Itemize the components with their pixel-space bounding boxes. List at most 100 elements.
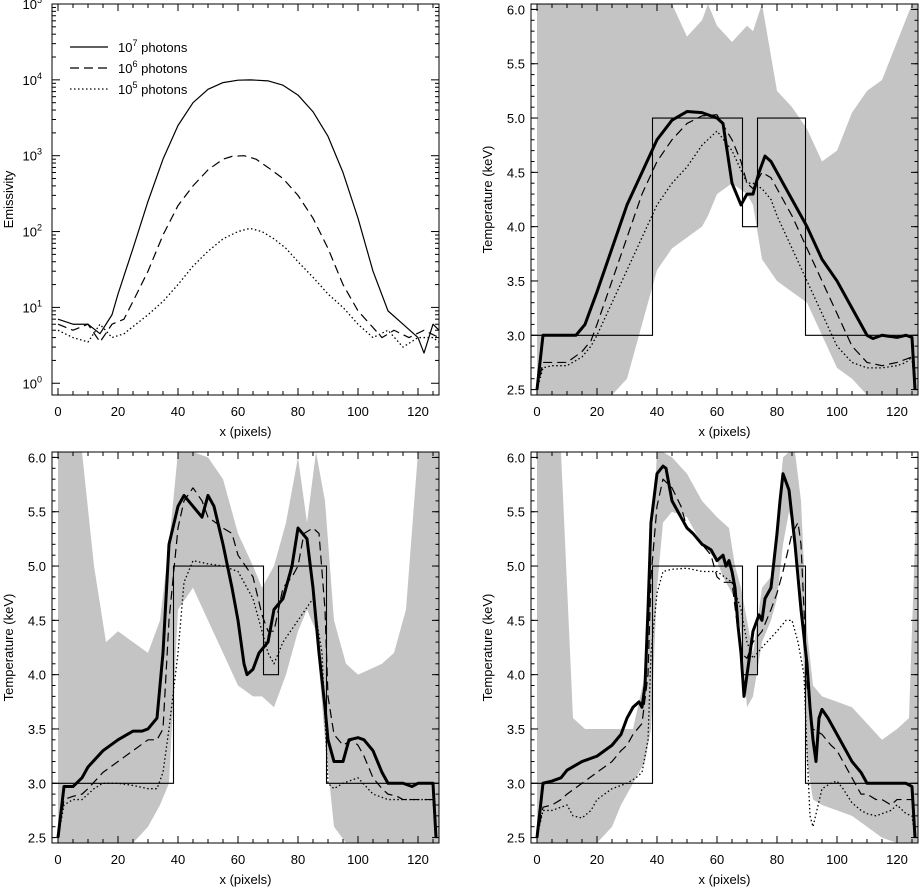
axes-frame <box>51 451 440 844</box>
y-tick-label: 2.5 <box>507 831 525 846</box>
x-axis-label: x (pixels) <box>698 424 750 439</box>
true-temperature-profile <box>52 565 439 784</box>
x-tick-label: 0 <box>54 404 61 419</box>
tick-exponent: 2 <box>37 223 42 233</box>
y-tick-label: 105 <box>23 0 42 12</box>
series-line-1 <box>57 79 439 354</box>
y-tick-label: 6.0 <box>507 450 525 465</box>
y-tick-label: 5.5 <box>507 505 525 520</box>
y-tick-label: 4.0 <box>28 668 46 683</box>
legend-text: photons <box>137 40 187 55</box>
y-tick-label: 5.0 <box>28 559 46 574</box>
legend-exponent: 5 <box>132 80 137 90</box>
panel-4: 0 20 40 60 80 100 120 2.5 3.0 3.5 4.0 4.5 5.0 5.5 6.0 x… <box>480 450 919 887</box>
y-tick-label: 102 <box>23 223 42 240</box>
legend-label: 105 photons <box>118 80 188 97</box>
y-tick-label: 3.5 <box>507 722 525 737</box>
x-tick-label: 60 <box>710 404 724 419</box>
x-tick-label: 40 <box>171 404 185 419</box>
x-tick-label: 80 <box>770 404 784 419</box>
x-tick-label: 20 <box>590 404 604 419</box>
y-tick-label: 100 <box>23 374 42 391</box>
axes-frame <box>51 3 440 396</box>
legend-label: 107 photons <box>118 38 188 55</box>
x-tick-label: 60 <box>710 852 724 867</box>
tick-exponent: 0 <box>37 374 42 384</box>
x-tick-label: 60 <box>231 852 245 867</box>
x-tick-label: 120 <box>886 404 908 419</box>
x-tick-label: 100 <box>826 404 848 419</box>
y-tick-label: 101 <box>23 298 42 315</box>
y-tick-label: 5.5 <box>507 57 525 72</box>
axes-frame <box>530 451 919 844</box>
y-tick-label: 3.0 <box>507 776 525 791</box>
x-tick-label: 20 <box>111 852 125 867</box>
x-tick-label: 20 <box>590 852 604 867</box>
legend-base: 10 <box>118 82 132 97</box>
series-line-1 <box>56 493 438 838</box>
x-tick-label: 0 <box>533 852 540 867</box>
legend-base: 10 <box>118 40 132 55</box>
axes-frame <box>530 3 919 396</box>
y-tick-label: 5.0 <box>507 111 525 126</box>
plot-area <box>52 452 439 843</box>
y-tick-label: 4.5 <box>507 165 525 180</box>
series-line-2 <box>536 478 916 838</box>
x-tick-label: 80 <box>291 404 305 419</box>
series-line-3 <box>536 130 916 390</box>
tick-base: 10 <box>23 376 37 391</box>
legend-text: photons <box>137 82 187 97</box>
y-tick-label: 4.5 <box>28 613 46 628</box>
plot-area <box>57 79 439 354</box>
series-line-3 <box>57 227 439 348</box>
uncertainty-band <box>537 452 918 843</box>
y-tick-label: 6.0 <box>28 450 46 465</box>
y-tick-label: 103 <box>23 147 42 164</box>
true-temperature-profile <box>531 565 918 784</box>
tick-base: 10 <box>23 73 37 88</box>
plot-area <box>531 452 918 843</box>
y-tick-label: 4.5 <box>507 613 525 628</box>
x-axis-label: x (pixels) <box>219 872 271 887</box>
y-tick-label: 2.5 <box>28 831 46 846</box>
uncertainty-band <box>58 452 439 843</box>
panel-2: 0 20 40 60 80 100 120 2.5 3.0 3.5 4.0 4.5 5.0 5.5 6.0 x… <box>480 2 919 439</box>
legend-label: 106 photons <box>118 59 188 76</box>
legend-exponent: 7 <box>132 38 137 48</box>
y-tick-label: 5.0 <box>507 559 525 574</box>
series-line-1 <box>535 464 917 838</box>
x-tick-label: 80 <box>770 852 784 867</box>
y-axis-label: Temperature (keV) <box>1 594 16 702</box>
y-axis-label: Temperature (keV) <box>480 146 495 254</box>
x-axis-label: x (pixels) <box>219 424 271 439</box>
x-tick-label: 60 <box>231 404 245 419</box>
y-tick-label: 3.0 <box>28 776 46 791</box>
tick-base: 10 <box>23 0 37 12</box>
legend-text: photons <box>137 61 187 76</box>
y-tick-label: 3.5 <box>507 274 525 289</box>
x-tick-label: 120 <box>407 852 429 867</box>
tick-exponent: 1 <box>37 298 42 308</box>
tick-exponent: 4 <box>37 71 42 81</box>
x-tick-label: 20 <box>111 404 125 419</box>
y-tick-label: 2.5 <box>507 383 525 398</box>
x-tick-label: 40 <box>650 852 664 867</box>
y-tick-label: 4.0 <box>507 220 525 235</box>
legend-base: 10 <box>118 61 132 76</box>
panel-3: 0 20 40 60 80 100 120 2.5 3.0 3.5 4.0 4.5 5.0 5.5 6.0 x… <box>1 450 440 887</box>
x-tick-label: 120 <box>407 404 429 419</box>
uncertainty-band <box>537 4 918 395</box>
x-tick-label: 0 <box>533 404 540 419</box>
series-line-1 <box>535 110 917 390</box>
legend-exponent: 6 <box>132 59 137 69</box>
y-axis-label: Emissivity <box>1 170 16 228</box>
x-tick-label: 40 <box>171 852 185 867</box>
x-tick-label: 100 <box>347 852 369 867</box>
series-line-2 <box>536 114 916 390</box>
tick-exponent: 5 <box>37 0 42 5</box>
tick-base: 10 <box>23 300 37 315</box>
series-line-3 <box>536 567 916 838</box>
